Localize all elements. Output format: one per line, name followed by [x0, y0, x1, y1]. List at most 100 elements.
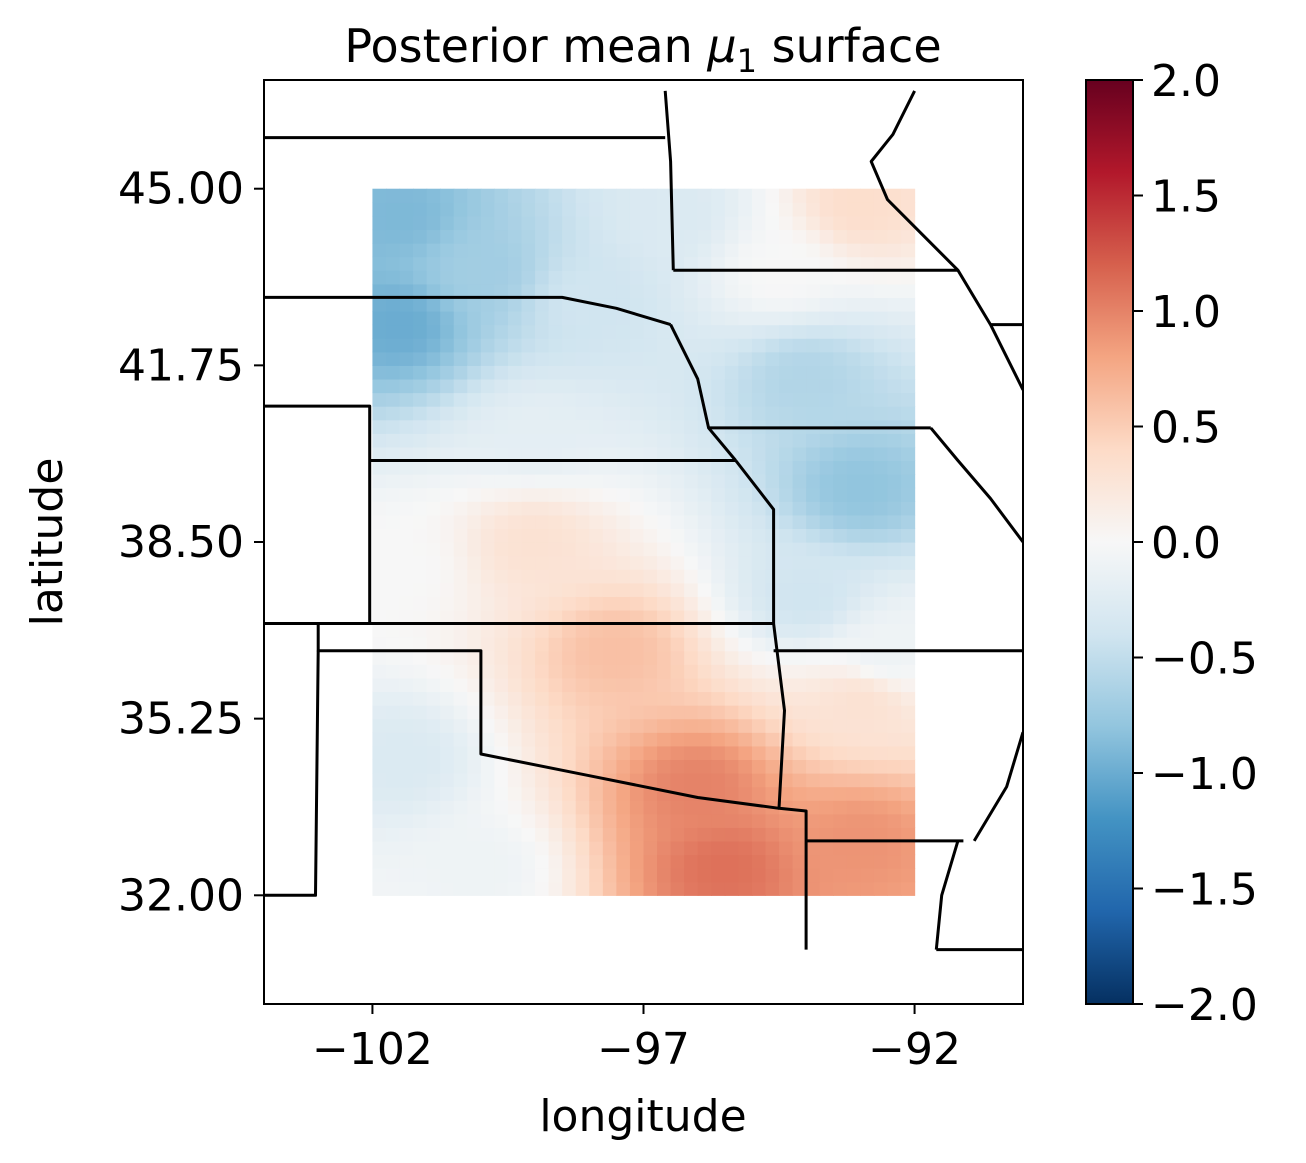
heatmap-cell	[372, 732, 387, 747]
heatmap-cell	[779, 365, 794, 380]
heatmap-cell	[806, 705, 821, 720]
heatmap-cell	[453, 691, 468, 706]
heatmap-cell	[751, 555, 767, 570]
heatmap-cell	[372, 569, 387, 584]
heatmap-cell	[467, 433, 482, 448]
heatmap-cell	[724, 270, 739, 285]
heatmap-cell	[873, 283, 889, 299]
heatmap-cell	[643, 270, 658, 285]
heatmap-cell	[697, 623, 712, 638]
heatmap-cell	[819, 582, 834, 597]
heatmap-cell	[521, 378, 536, 394]
heatmap-cell	[765, 677, 780, 693]
heatmap-cell	[670, 705, 685, 720]
heatmap-cell	[765, 664, 780, 679]
heatmap-cell	[521, 392, 536, 407]
heatmap-cell	[589, 270, 604, 285]
heatmap-cell	[657, 800, 672, 815]
heatmap-cell	[806, 311, 821, 326]
heatmap-cell	[806, 555, 821, 570]
heatmap-cell	[616, 718, 631, 733]
heatmap-cell	[562, 745, 577, 761]
heatmap-cell	[684, 677, 699, 693]
heatmap-cell	[765, 243, 780, 258]
heatmap-cell	[480, 650, 496, 665]
heatmap-cell	[521, 270, 536, 285]
heatmap-cell	[724, 609, 739, 625]
heatmap-cell	[711, 406, 726, 421]
heatmap-cell	[901, 528, 916, 543]
heatmap-cell	[548, 215, 563, 231]
heatmap-cell	[697, 705, 712, 720]
heatmap-cell	[860, 392, 875, 407]
heatmap-cell	[779, 623, 794, 638]
heatmap-cell	[548, 596, 563, 611]
heatmap-cell	[507, 609, 523, 625]
heatmap-cell	[684, 188, 699, 203]
heatmap-cell	[399, 745, 414, 761]
heatmap-cell	[846, 243, 861, 258]
heatmap-cell	[426, 338, 441, 353]
heatmap-cell	[494, 243, 509, 258]
heatmap-cell	[887, 446, 902, 462]
heatmap-cell	[467, 365, 482, 380]
heatmap-cell	[901, 270, 916, 285]
heatmap-cell	[453, 406, 468, 421]
heatmap-cell	[833, 840, 848, 856]
heatmap-cell	[426, 827, 441, 842]
heatmap-cell	[765, 297, 780, 312]
heatmap-cell	[548, 311, 563, 326]
heatmap-cell	[548, 827, 563, 842]
heatmap-cell	[765, 474, 780, 489]
heatmap-cell	[711, 582, 726, 597]
heatmap-cell	[535, 528, 550, 543]
heatmap-cell	[792, 270, 807, 285]
heatmap-cell	[806, 691, 821, 706]
heatmap-cell	[806, 392, 821, 407]
heatmap-cell	[833, 813, 848, 828]
heatmap-cell	[467, 609, 482, 625]
heatmap-cell	[751, 623, 767, 638]
heatmap-cell	[819, 446, 834, 462]
heatmap-cell	[399, 283, 414, 299]
heatmap-cell	[643, 365, 658, 380]
heatmap-cell	[453, 324, 468, 339]
heatmap-cell	[575, 419, 590, 434]
heatmap-cell	[426, 718, 441, 733]
heatmap-cell	[629, 202, 645, 217]
heatmap-cell	[535, 378, 550, 394]
heatmap-cell	[643, 854, 658, 869]
heatmap-cell	[480, 555, 496, 570]
heatmap-cell	[887, 433, 902, 448]
heatmap-cell	[792, 786, 807, 801]
heatmap-cell	[413, 215, 428, 231]
heatmap-cell	[521, 650, 536, 665]
heatmap-cell	[860, 827, 875, 842]
heatmap-cell	[629, 623, 645, 638]
heatmap-cell	[657, 677, 672, 693]
heatmap-cell	[507, 881, 523, 896]
heatmap-cell	[629, 800, 645, 815]
heatmap-cell	[697, 827, 712, 842]
heatmap-cell	[806, 854, 821, 869]
heatmap-cell	[901, 501, 916, 516]
heatmap-cell	[467, 840, 482, 856]
heatmap-cell	[711, 514, 726, 530]
heatmap-cell	[887, 664, 902, 679]
heatmap-cell	[548, 338, 563, 353]
heatmap-cell	[792, 650, 807, 665]
heatmap-cell	[806, 365, 821, 380]
heatmap-cell	[711, 664, 726, 679]
heatmap-cell	[372, 705, 387, 720]
heatmap-cell	[548, 732, 563, 747]
heatmap-cell	[413, 297, 428, 312]
heatmap-cell	[453, 542, 468, 557]
heatmap-cell	[453, 650, 468, 665]
heatmap-cell	[779, 582, 794, 597]
heatmap-cell	[860, 555, 875, 570]
heatmap-cell	[535, 297, 550, 312]
heatmap-cell	[724, 433, 739, 448]
heatmap-cell	[385, 637, 401, 652]
heatmap-cell	[440, 854, 455, 869]
heatmap-cell	[684, 351, 699, 366]
